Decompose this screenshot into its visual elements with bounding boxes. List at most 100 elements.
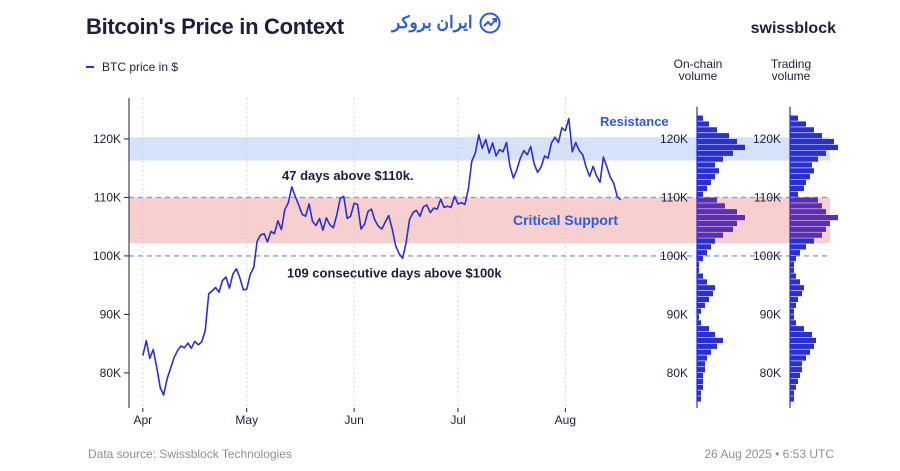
brand-logo: swissblock [750,20,836,37]
trading-volume-bar [790,133,822,139]
trading-volume-bar [790,174,810,180]
trading-volume-bar [790,291,802,297]
onchain-volume-bar [697,185,707,191]
trading-volume-bar [790,220,830,227]
onchain-volume-bar [697,138,737,145]
onchain-volume-bar [697,296,709,303]
trading-volume-bar [790,226,826,232]
trading-volume-bar [790,168,814,174]
onchain-volume-bar [697,384,703,390]
trading-volume-bar [790,296,798,303]
trading-volume-bar [790,197,818,203]
trading-y-tick-label: 110K [754,190,781,204]
onchain-volume-bar [697,174,715,180]
trading-volume-bar [790,232,822,238]
trading-volume-bar [790,244,806,250]
timestamp: 26 Aug 2025 • 6:53 UTC [704,447,834,461]
onchain-volume-bar [697,226,733,232]
onchain-volume-bar [697,121,709,127]
onchain-y-tick-label: 90K [667,307,688,321]
onchain-volume-bar [697,355,707,361]
trading-volume-bar [790,326,804,332]
onchain-volume-bar [697,115,703,121]
onchain-volume-bar [697,320,701,326]
trading-volume-bar [790,156,818,162]
trading-volume-bar [790,203,822,209]
onchain-volume-bar [697,372,703,379]
trading-volume-bar [790,138,834,145]
onchain-volume-bar [697,191,703,197]
trading-volume-bar [790,355,806,361]
trading-volume-bar [790,378,798,385]
trading-volume-bar [790,209,826,215]
trading-volume-bar [790,320,796,326]
trading-volume-bar [790,185,804,191]
annotation-days-above-100k: 109 consecutive days above $100k [287,265,502,280]
onchain-volume-header: On-chain volume [664,58,732,82]
onchain-volume-bar [697,337,723,344]
trading-volume-bar [790,337,816,344]
onchain-volume-bar [697,203,725,209]
trading-volume-bar [790,162,812,168]
trading-volume-bar [790,361,802,367]
data-source: Data source: Swissblock Technologies [88,447,292,461]
trading-volume-bar [790,331,812,338]
onchain-volume-bar [697,331,715,338]
trading-y-tick-label: 120K [753,132,781,146]
onchain-volume-bar [697,244,711,250]
onchain-volume-bar [697,273,703,279]
trading-volume-bar [790,279,800,285]
legend: BTC price in $ [86,60,178,74]
onchain-volume-bar [697,232,723,238]
onchain-volume-bar [697,179,711,186]
onchain-y-tick-label: 110K [661,190,688,204]
trading-volume-bar [790,302,796,308]
trading-volume-bar [790,367,802,373]
onchain-volume-bar [697,127,717,133]
trading-header-line2: volume [771,69,811,83]
x-tick-label: Jul [450,413,465,427]
onchain-volume-bar [697,302,705,308]
trading-volume-bar [790,121,806,127]
onchain-volume-bar [697,326,709,332]
trading-volume-bar [790,349,810,355]
y-tick-label: 90K [100,307,121,321]
critical-support-label: Critical Support [513,212,618,228]
onchain-volume-bar [697,238,715,244]
trading-volume-bar [790,384,796,390]
trading-volume-bar [790,127,814,133]
trading-volume-bar [790,115,798,121]
trading-volume-bar [790,267,794,273]
annotation-days-above-110k: 47 days above $110k. [282,168,414,183]
onchain-volume-bar [697,133,729,139]
onchain-volume-bar [697,267,699,273]
onchain-volume-bar [697,314,699,320]
onchain-header-line2: volume [678,69,718,83]
legend-swatch [86,66,94,68]
trading-y-tick-label: 80K [760,366,781,380]
trading-volume-bar [790,238,814,244]
onchain-volume-bar [697,396,701,402]
onchain-volume-bar [697,361,705,367]
chart-title: Bitcoin's Price in Context [86,14,344,39]
trading-volume-bar [790,285,804,291]
trading-volume-header: Trading volume [756,58,826,82]
onchain-y-tick-label: 80K [667,366,688,380]
onchain-volume-bar [697,378,703,385]
trading-volume-bar [790,179,806,186]
resistance-label: Resistance [600,114,669,129]
onchain-volume-bar [697,214,745,221]
onchain-volume-bar [697,156,723,162]
y-tick-label: 120K [93,132,121,146]
onchain-header-line1: On-chain [673,57,723,71]
onchain-volume-bar [697,162,715,168]
x-tick-label: Apr [134,413,153,427]
y-tick-label: 110K [94,190,121,204]
y-tick-label: 100K [93,249,121,263]
trading-volume-bar [790,250,800,256]
onchain-volume-bar [697,255,703,262]
onchain-volume-bar [697,390,701,396]
onchain-volume-bar [697,150,733,156]
trading-volume-bar [790,308,794,314]
trading-volume-bar [790,314,794,320]
